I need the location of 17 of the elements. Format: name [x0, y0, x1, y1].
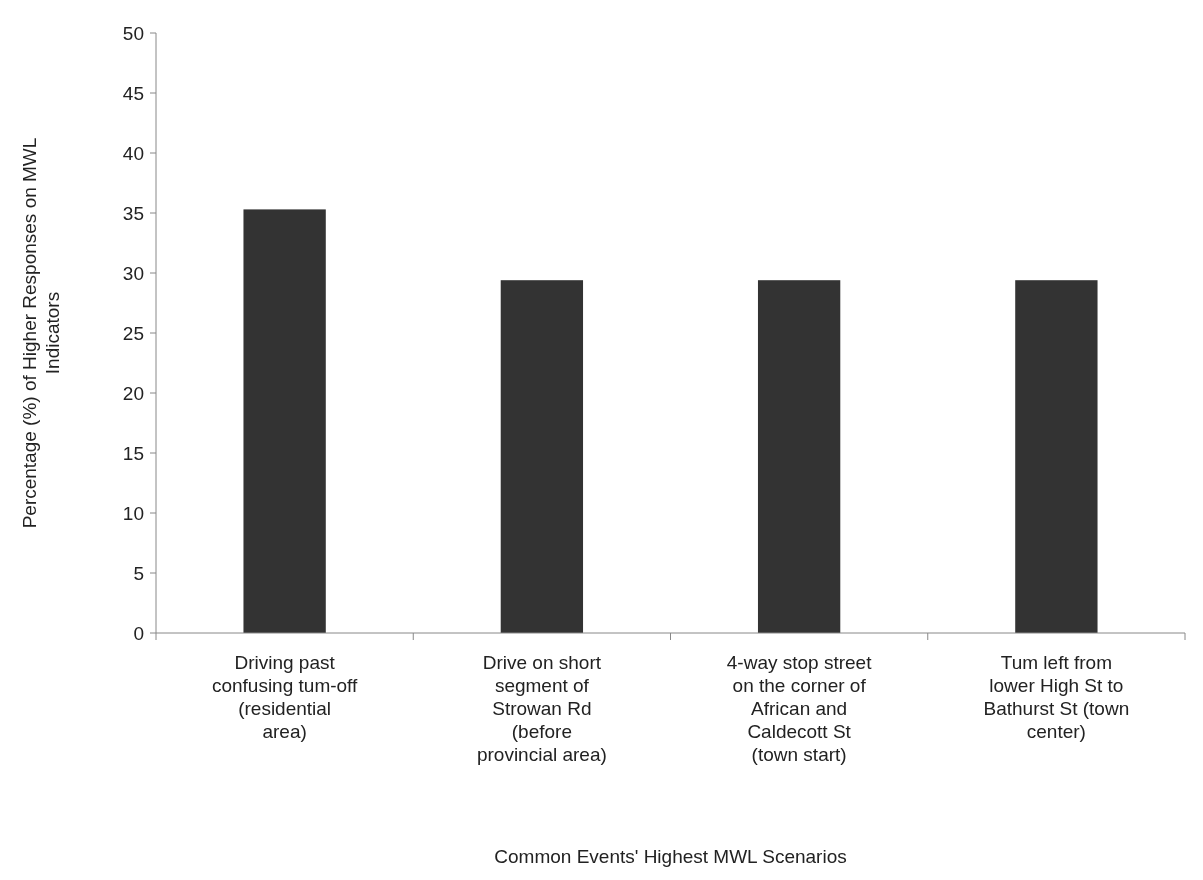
x-tick-label: Driving past confusing tum-off (residential area): [211, 652, 359, 742]
y-tick-label: 20: [122, 382, 144, 404]
y-tick-label: 40: [122, 142, 144, 164]
x-tick-label: 4-way stop street on the corner of African and Caldecott St (town start): [726, 652, 873, 765]
x-tick-label: Tum left from lower High St to Bathurst St (town center): [983, 652, 1130, 742]
x-axis-title: Common Events' Highest MWL Scenarios: [494, 846, 847, 867]
y-tick-label: 30: [122, 262, 144, 284]
y-tick-label: 0: [133, 622, 144, 644]
y-tick-label: 50: [122, 22, 144, 44]
y-tick-label: 35: [122, 202, 144, 224]
y-tick-label: 45: [122, 82, 144, 104]
y-tick-label: 15: [122, 442, 144, 464]
y-tick-label: 10: [122, 502, 144, 524]
y-tick-label: 25: [122, 322, 144, 344]
y-axis-title: Percentage (%) of Higher Responses on MWL Indicators: [19, 137, 63, 529]
y-tick-label: 5: [133, 562, 144, 584]
x-tick-label: Drive on short segment of Strowan Rd (before provincial area): [476, 652, 607, 765]
